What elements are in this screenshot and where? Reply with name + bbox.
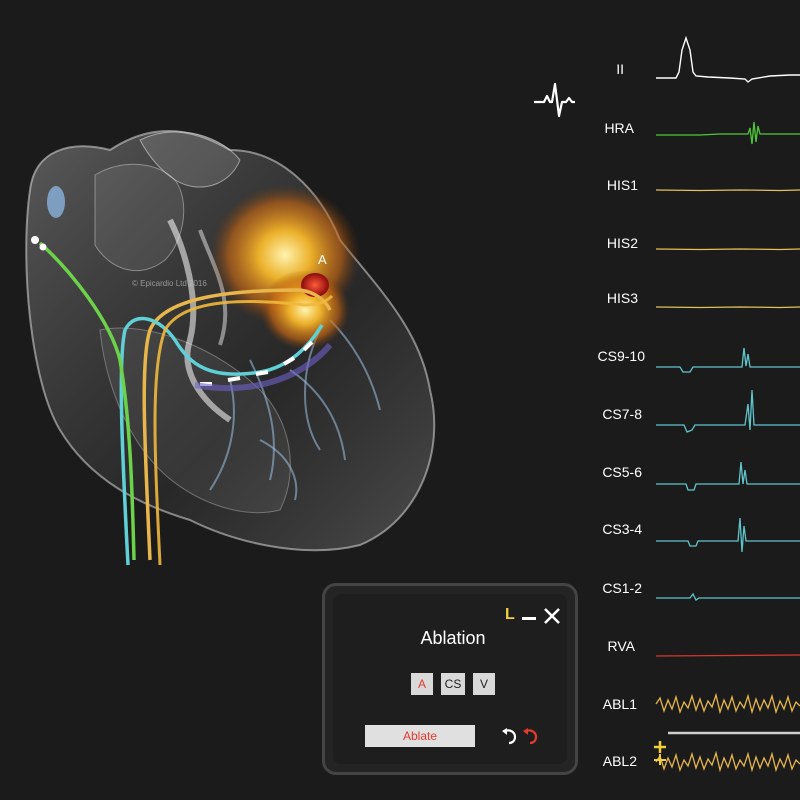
minimize-icon[interactable] [522, 617, 536, 620]
trace-his2 [655, 248, 800, 251]
close-icon[interactable] [542, 606, 562, 626]
lead-label-his3: HIS3 [606, 290, 638, 306]
ablation-panel: L Ablation A CS V Ablate [322, 583, 578, 775]
target-a-button[interactable]: A [411, 673, 433, 695]
his-region [194, 343, 333, 391]
heartbeat-icon[interactable] [532, 80, 576, 120]
panel-title: Ablation [420, 628, 486, 648]
lead-label-abl1: ABL1 [602, 696, 637, 712]
trace-abl1 [655, 692, 800, 715]
target-cs-button[interactable]: CS [441, 673, 465, 695]
trace-ii [656, 35, 800, 83]
trace-cs7-8 [656, 389, 800, 433]
panel-mode-letter[interactable]: L [505, 606, 515, 623]
trace-cs3-4 [656, 517, 800, 553]
lead-label-rva: RVA [607, 638, 636, 654]
ablation-fire [210, 185, 360, 350]
heart-label-a: A [318, 252, 327, 267]
lead-label-ii: II [616, 61, 624, 77]
plus-icon[interactable] [653, 738, 667, 766]
lead-label-his1: HIS1 [606, 177, 638, 193]
trace-hra [656, 121, 800, 145]
his-catheter [142, 288, 332, 561]
hra-catheter [38, 241, 136, 561]
trace-cs1-2 [656, 592, 800, 601]
trace-cs9-10 [656, 347, 800, 373]
lead-label-cs7-8: CS7-8 [602, 406, 642, 422]
lead-label-hra: HRA [604, 120, 634, 136]
trace-cs5-6 [656, 461, 800, 491]
lead-label-cs9-10: CS9-10 [597, 348, 645, 364]
cs-catheter [119, 316, 324, 566]
trace-his3 [655, 306, 800, 309]
lead-label-cs1-2: CS1-2 [602, 580, 642, 596]
undo-icon[interactable] [500, 727, 518, 745]
lead-label-his2: HIS2 [606, 235, 638, 251]
lead-label-cs5-6: CS5-6 [602, 464, 642, 480]
trace-abl2 [655, 750, 800, 773]
ablation-catheter [153, 294, 334, 566]
trace-rva [655, 654, 800, 657]
ablate-button[interactable]: Ablate [365, 725, 475, 747]
lead-label-abl2: ABL2 [602, 753, 637, 769]
trace-his1 [655, 189, 800, 192]
lead-label-cs3-4: CS3-4 [602, 521, 642, 537]
target-v-button[interactable]: V [473, 673, 495, 695]
watermark: © Epicardio Ltd 2016 [132, 279, 207, 288]
heart-3d-view[interactable]: A © Epicardio Ltd 2016 [0, 0, 540, 600]
redo-icon[interactable] [521, 727, 539, 745]
heart-shell [25, 130, 436, 552]
